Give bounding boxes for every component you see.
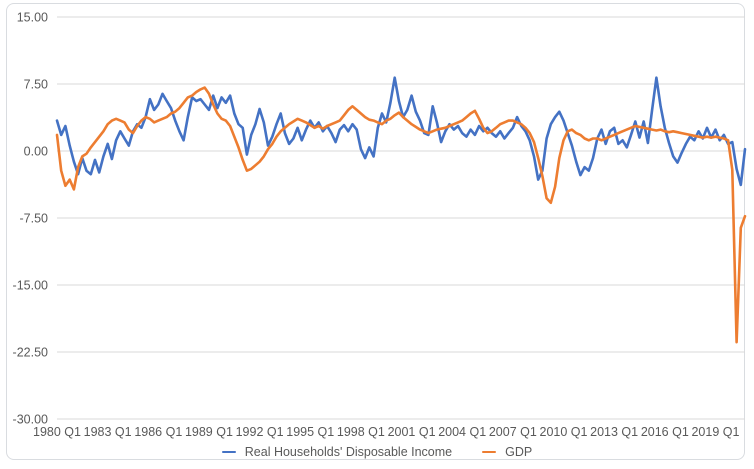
gdp-line-marker-icon <box>482 450 497 454</box>
x-tick-label: 1992 Q1 <box>236 425 284 439</box>
rhdi-line-marker-icon <box>221 450 236 454</box>
x-tick-label: 2019 Q1 <box>691 425 739 439</box>
legend: Real Households' Disposable Income GDP <box>0 445 754 459</box>
x-tick-label: 1986 Q1 <box>134 425 182 439</box>
legend-label-rhdi: Real Households' Disposable Income <box>244 445 453 459</box>
chart-card-border <box>6 3 745 460</box>
y-tick-label: 15.00 <box>17 11 48 25</box>
x-tick-label: 1998 Q1 <box>337 425 385 439</box>
y-tick-label: -15.00 <box>13 279 48 293</box>
x-tick-label: 2007 Q1 <box>489 425 537 439</box>
gdp-series-line <box>55 86 747 344</box>
legend-label-gdp: GDP <box>505 445 533 459</box>
y-tick-label: 0.00 <box>24 145 48 159</box>
x-tick-label: 1980 Q1 <box>33 425 81 439</box>
y-tick-label: -22.50 <box>13 346 48 360</box>
x-tick-label: 2010 Q1 <box>540 425 588 439</box>
x-tick-label: 2013 Q1 <box>590 425 638 439</box>
x-tick-label: 1995 Q1 <box>286 425 334 439</box>
y-tick-label: 7.50 <box>24 78 48 92</box>
legend-item-gdp: GDP <box>482 445 532 459</box>
x-tick-label: 2016 Q1 <box>641 425 689 439</box>
x-tick-label: 1983 Q1 <box>84 425 132 439</box>
x-tick-label: 2001 Q1 <box>388 425 436 439</box>
legend-item-rhdi: Real Households' Disposable Income <box>221 445 453 459</box>
rhdi-series-line <box>55 76 747 187</box>
x-tick-label: 1989 Q1 <box>185 425 233 439</box>
x-tick-label: 2004 Q1 <box>438 425 486 439</box>
y-tick-label: -7.50 <box>20 212 49 226</box>
y-tick-label: -30.00 <box>13 413 48 427</box>
